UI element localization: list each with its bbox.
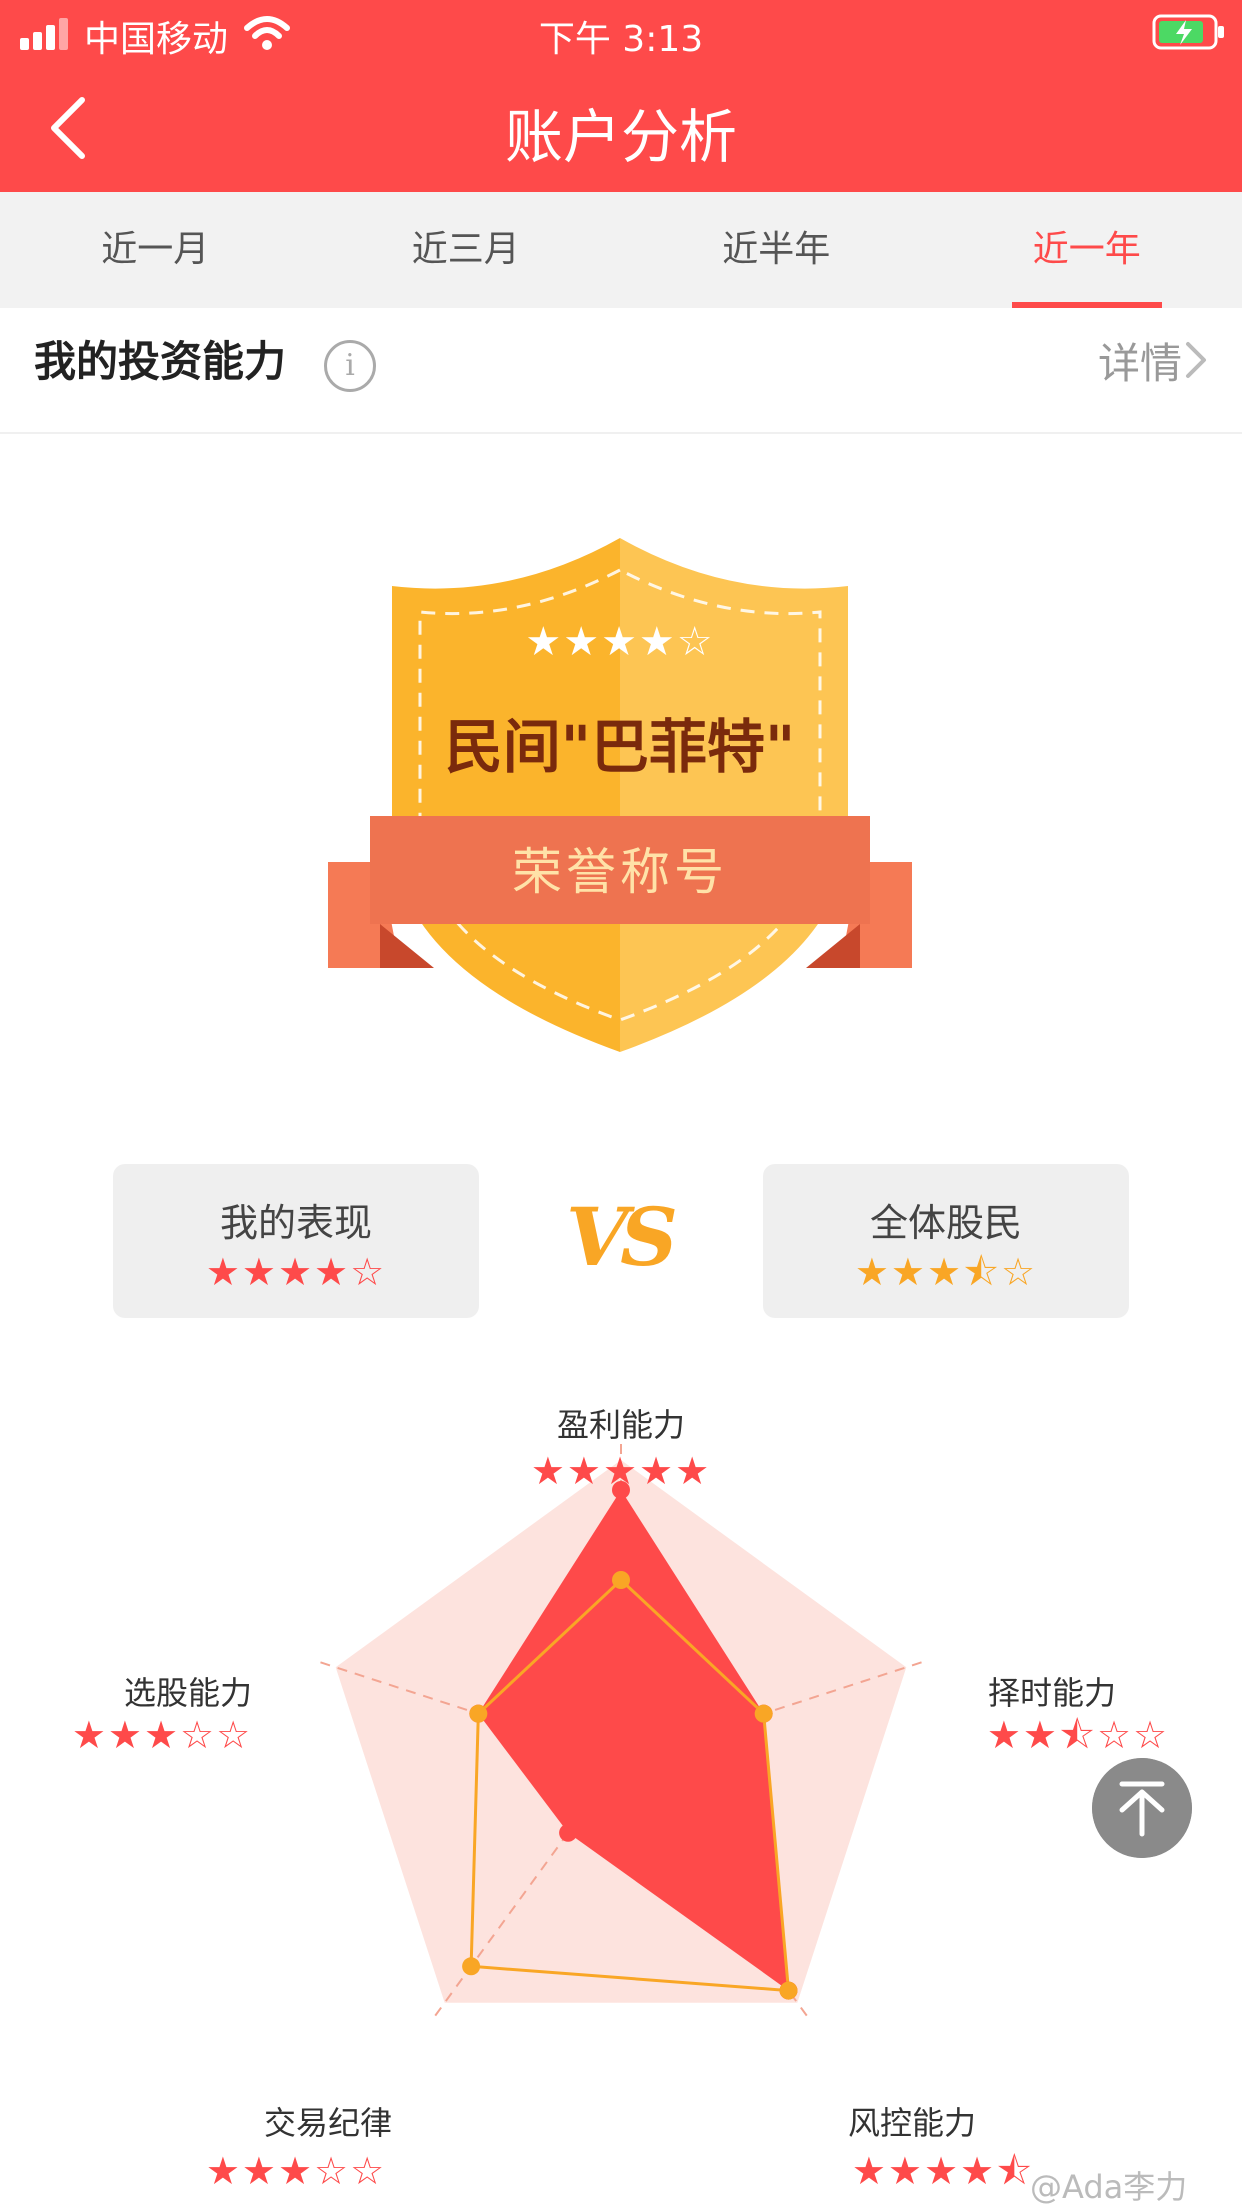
axis-label-profit: 盈利能力 bbox=[556, 1406, 685, 1444]
info-icon[interactable]: i bbox=[324, 340, 376, 392]
watermark-text: @Ada李力 bbox=[1030, 2168, 1188, 2206]
badge-ribbon-text: 荣誉称号 bbox=[512, 843, 728, 901]
axis-stars-stock-picking: ★★★☆☆ bbox=[71, 1713, 253, 1757]
carrier-name: 中国移动 bbox=[84, 19, 229, 60]
radar-series-mine bbox=[478, 1490, 789, 1991]
all-investors-label: 全体股民 bbox=[869, 1201, 1022, 1245]
radar-point-all bbox=[612, 1571, 630, 1589]
radar-point-mine bbox=[612, 1481, 630, 1499]
chevron-right-icon[interactable] bbox=[1184, 340, 1208, 380]
radar-point-all bbox=[469, 1704, 488, 1723]
all-investors-card: 全体股民 ★★★⯪☆ bbox=[763, 1164, 1129, 1318]
badge-title: 民间"巴菲特" bbox=[444, 713, 796, 781]
honor-badge bbox=[328, 538, 912, 1052]
my-performance-label: 我的表现 bbox=[219, 1201, 372, 1245]
wifi-icon bbox=[244, 16, 290, 50]
section-title: 我的投资能力 bbox=[34, 337, 287, 386]
axis-label-discipline: 交易纪律 bbox=[263, 2104, 392, 2142]
signal-icon bbox=[20, 18, 68, 50]
page-title: 账户分析 bbox=[504, 103, 737, 171]
my-performance-card: 我的表现 ★★★★☆ bbox=[113, 1164, 479, 1318]
radar-point-all bbox=[779, 1981, 798, 2000]
tab-1-year[interactable]: 近一年 bbox=[932, 192, 1242, 308]
vs-icon: VS bbox=[566, 1190, 678, 1284]
radar-point-mine bbox=[559, 1823, 578, 1842]
clock: 下午 3:13 bbox=[538, 19, 704, 60]
axis-stars-discipline: ★★★☆☆ bbox=[205, 2149, 387, 2193]
divider bbox=[0, 432, 1242, 434]
period-tabs: 近一月 近三月 近半年 近一年 bbox=[0, 192, 1242, 308]
tab-half-year[interactable]: 近半年 bbox=[722, 229, 831, 270]
axis-stars-timing: ★★⯪☆☆ bbox=[986, 1713, 1170, 1757]
top-bar bbox=[0, 0, 1242, 192]
back-arrow-icon[interactable] bbox=[42, 96, 102, 160]
scroll-to-top-button[interactable] bbox=[1092, 1758, 1192, 1858]
tab-1-month[interactable]: 近一月 bbox=[101, 229, 210, 270]
axis-stars-risk: ★★★★⯪ bbox=[851, 2149, 1035, 2193]
radar-series-all bbox=[469, 1577, 791, 1993]
detail-link[interactable]: 详情 bbox=[1097, 339, 1182, 388]
radar-chart bbox=[318, 1442, 924, 2018]
axis-label-timing: 择时能力 bbox=[987, 1674, 1116, 1712]
tab-3-months[interactable]: 近三月 bbox=[411, 229, 520, 270]
axis-label-stock-picking: 选股能力 bbox=[123, 1674, 252, 1712]
radar-point-all bbox=[462, 1957, 481, 1976]
axis-stars-profit: ★★★★★ bbox=[530, 1449, 712, 1493]
battery-icon bbox=[1152, 14, 1224, 50]
radar-point-all bbox=[754, 1704, 773, 1723]
badge-stars: ★★★★☆ bbox=[525, 619, 715, 665]
axis-label-risk: 风控能力 bbox=[847, 2104, 976, 2142]
my-performance-stars: ★★★★☆ bbox=[205, 1250, 387, 1294]
all-investors-stars: ★★★⯪☆ bbox=[854, 1250, 1038, 1294]
